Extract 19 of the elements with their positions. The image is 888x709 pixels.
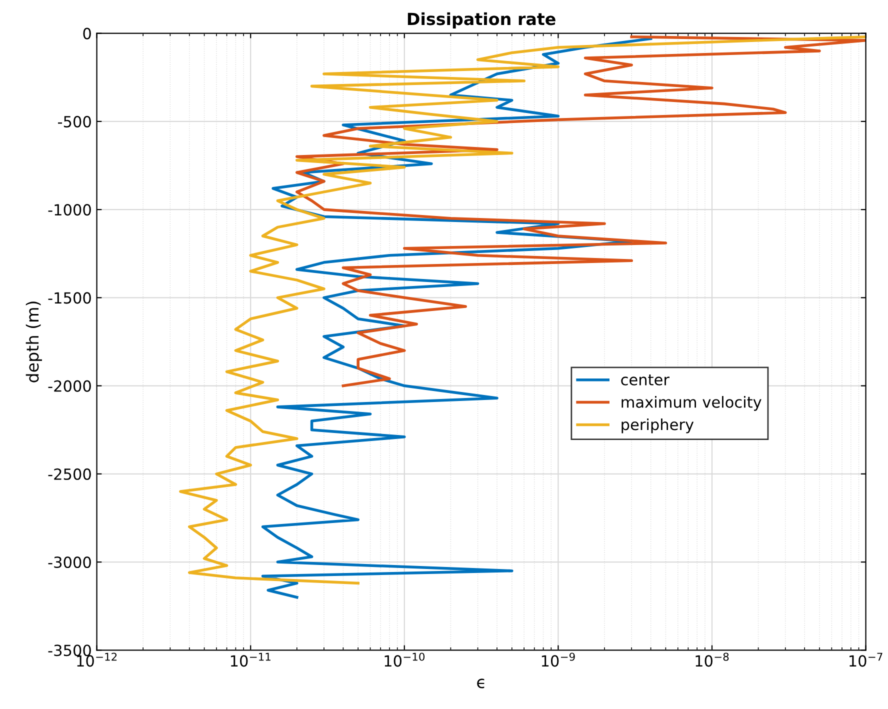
legend-label: center xyxy=(621,374,670,386)
x-tick-label: 10$^{−10}$ xyxy=(384,652,425,667)
y-axis-title: depth (m) xyxy=(26,302,42,382)
y-tick-label: -2000 xyxy=(48,380,91,392)
y-tick-label: -2500 xyxy=(48,468,91,480)
x-tick-label: 10$^{−8}$ xyxy=(696,652,729,667)
chart-title: Dissipation rate xyxy=(408,12,556,28)
legend-label: periphery xyxy=(622,418,694,434)
y-tick-label: -3000 xyxy=(48,556,91,568)
legend-label: maximum velocity xyxy=(622,396,762,411)
y-tick-label: -1000 xyxy=(48,204,91,216)
x-tick-label: 10$^{−11}$ xyxy=(230,652,270,667)
y-tick-label: 0 xyxy=(83,28,91,40)
y-tick-label: -500 xyxy=(58,116,91,128)
x-axis-title: ϵ xyxy=(477,678,484,688)
x-tick-label: 10$^{−9}$ xyxy=(542,652,575,667)
x-tick-label: 10$^{−7}$ xyxy=(850,652,882,667)
y-tick-label: -1500 xyxy=(48,292,91,304)
y-tick-label: -3500 xyxy=(48,644,91,656)
